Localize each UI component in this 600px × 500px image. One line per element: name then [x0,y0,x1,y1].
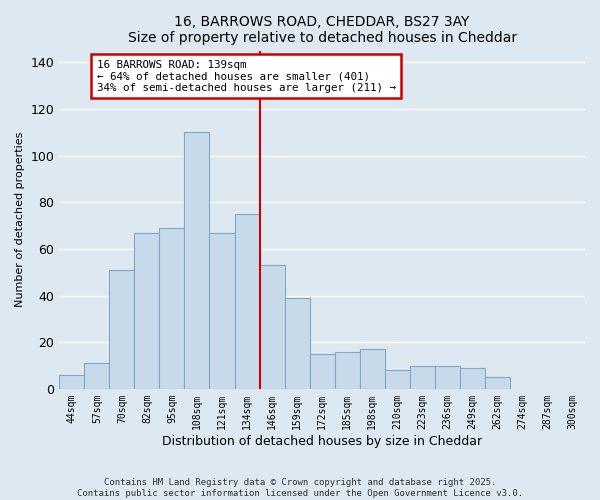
Text: Contains HM Land Registry data © Crown copyright and database right 2025.
Contai: Contains HM Land Registry data © Crown c… [77,478,523,498]
X-axis label: Distribution of detached houses by size in Cheddar: Distribution of detached houses by size … [162,434,482,448]
Bar [385,370,410,389]
Bar [260,265,284,389]
Bar [184,132,209,389]
Bar [134,232,160,389]
Bar [410,366,435,389]
Bar [310,354,335,389]
Bar [235,214,260,389]
Bar [435,366,460,389]
Text: 16 BARROWS ROAD: 139sqm
← 64% of detached houses are smaller (401)
34% of semi-d: 16 BARROWS ROAD: 139sqm ← 64% of detache… [97,60,396,93]
Bar [485,377,510,389]
Bar [359,349,385,389]
Bar [209,232,235,389]
Bar [59,375,85,389]
Bar [109,270,134,389]
Bar [460,368,485,389]
Bar [335,352,359,389]
Bar [85,363,109,389]
Bar [284,298,310,389]
Title: 16, BARROWS ROAD, CHEDDAR, BS27 3AY
Size of property relative to detached houses: 16, BARROWS ROAD, CHEDDAR, BS27 3AY Size… [128,15,517,45]
Y-axis label: Number of detached properties: Number of detached properties [15,132,25,308]
Bar [160,228,184,389]
